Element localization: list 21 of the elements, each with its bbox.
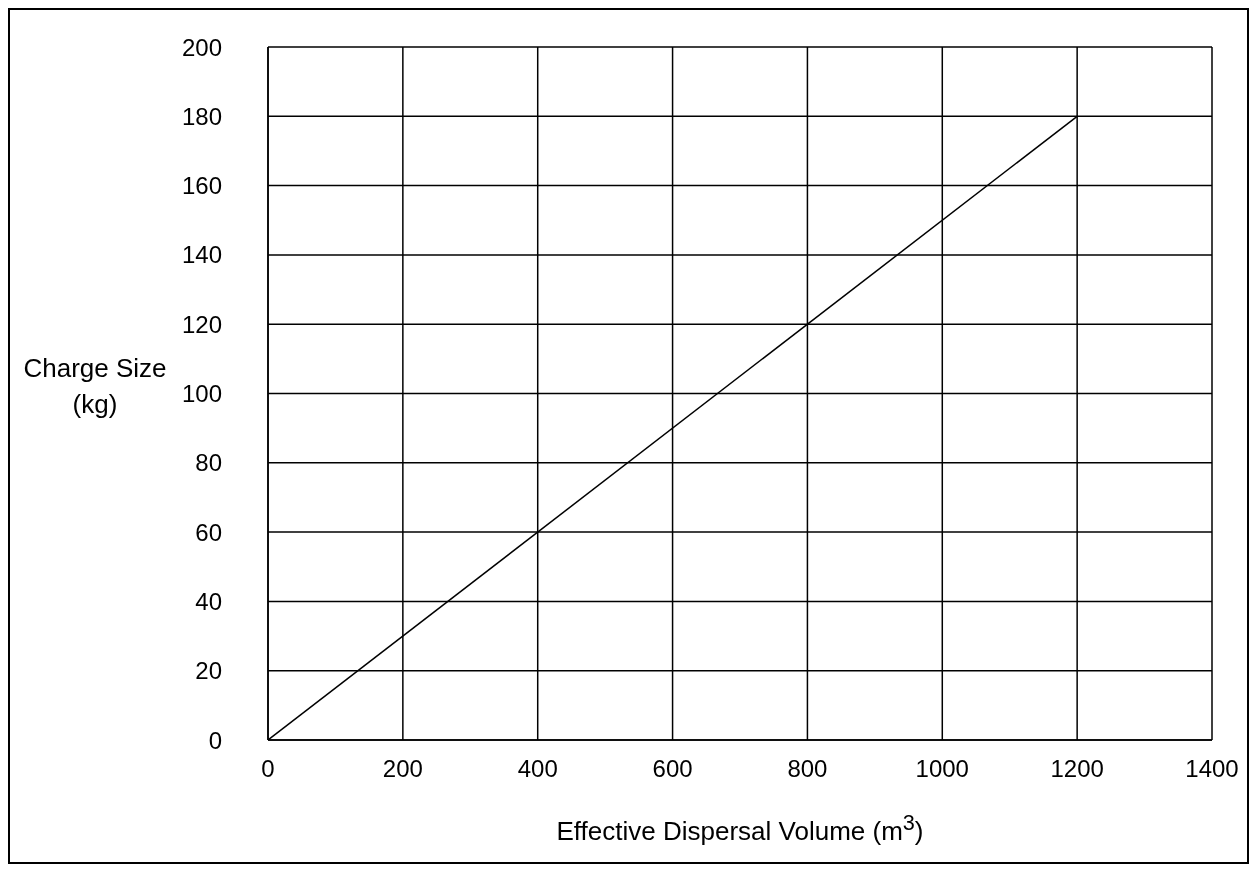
y-tick-label: 180: [181, 102, 222, 130]
x-tick-label: 1400: [1185, 755, 1239, 783]
x-tick-label: 1000: [915, 755, 969, 783]
y-tick-label: 0: [208, 726, 222, 754]
y-tick-label: 120: [181, 310, 222, 338]
y-tick-label: 40: [195, 587, 222, 615]
y-tick-label: 100: [181, 380, 222, 408]
x-tick-label: 600: [652, 755, 693, 783]
y-tick-label: 160: [181, 172, 222, 200]
x-tick-label: 800: [787, 755, 828, 783]
y-tick-label: 60: [195, 518, 222, 546]
x-tick-label: 400: [517, 755, 558, 783]
y-tick-label: 80: [195, 449, 222, 477]
x-tick-label: 200: [382, 755, 423, 783]
y-tick-label: 140: [181, 241, 222, 269]
y-tick-label: 20: [195, 657, 222, 685]
x-tick-label: 1200: [1050, 755, 1104, 783]
x-tick-label: 0: [261, 755, 275, 783]
y-tick-label: 200: [181, 33, 222, 61]
x-axis-title: Effective Dispersal Volume (m$^{3}$): [555, 810, 925, 847]
y-axis-title: Charge Size (kg): [22, 352, 168, 421]
